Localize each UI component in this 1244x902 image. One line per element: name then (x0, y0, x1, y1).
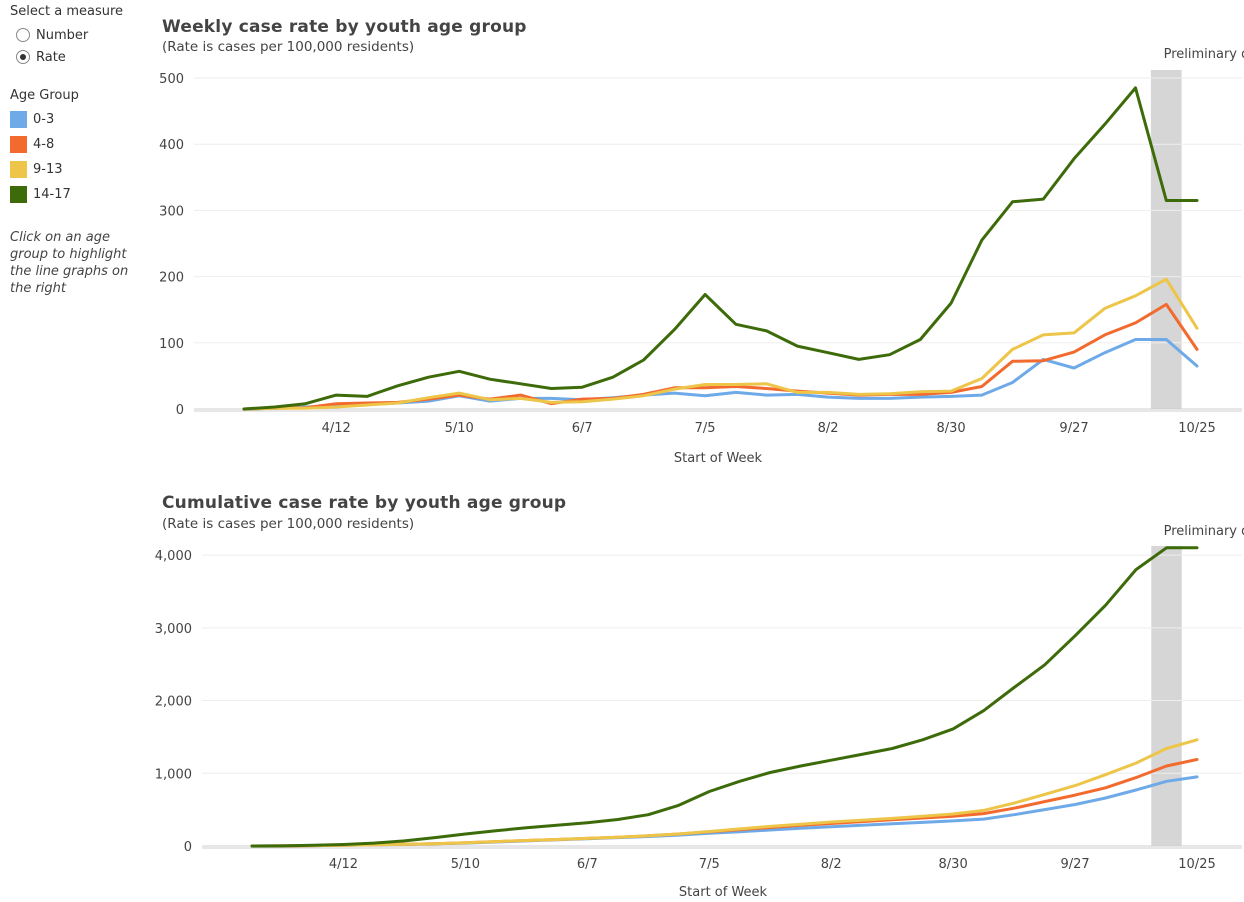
highlight-note: Click on an age group to highlight the l… (10, 230, 129, 296)
x-tick-label: 8/2 (821, 857, 842, 872)
x-tick-label: 6/7 (577, 857, 598, 872)
x-tick-label: 9/27 (1060, 857, 1089, 872)
radio-rate[interactable]: Rate (10, 46, 150, 68)
x-tick-label: 4/12 (322, 421, 351, 436)
x-tick-label: 8/30 (939, 857, 968, 872)
y-tick-label: 500 (159, 72, 184, 87)
preliminary-label: Preliminary data (1164, 47, 1244, 62)
x-tick-label: 8/2 (818, 421, 839, 436)
legend-item-0-3[interactable]: 0-3 (10, 107, 150, 132)
sidebar: Select a measure Number Rate Age Group 0… (10, 4, 150, 297)
y-tick-label: 200 (159, 271, 184, 286)
y-tick-label: 2,000 (155, 695, 192, 710)
x-tick-label: 8/30 (936, 421, 965, 436)
legend-label: 0-3 (33, 112, 55, 127)
weekly-chart-subtitle: (Rate is cases per 100,000 residents) (162, 39, 415, 55)
legend-swatch (10, 136, 27, 153)
series-line-14-17 (250, 546, 1199, 848)
legend-label: 9-13 (33, 162, 63, 177)
weekly-chart: Preliminary data 0 100 200 300 400 500 4/12 5/10… (159, 47, 1244, 466)
x-tick-label: 4/12 (329, 857, 358, 872)
x-tick-label: 10/25 (1178, 857, 1215, 872)
x-axis-label: Start of Week (679, 885, 768, 900)
age-group-legend: 0-3 4-8 9-13 14-17 (10, 107, 150, 207)
cumulative-chart-title: Cumulative case rate by youth age group (162, 493, 567, 513)
x-tick-label: 7/5 (695, 421, 716, 436)
legend-swatch (10, 186, 27, 203)
legend-label: 4-8 (33, 137, 55, 152)
series-line-14-17 (242, 86, 1199, 411)
x-tick-label: 10/25 (1178, 421, 1215, 436)
cumulative-chart-panel: Cumulative case rate by youth age group … (0, 472, 1244, 902)
radio-number-label: Number (36, 27, 89, 43)
radio-number-circle[interactable] (16, 28, 30, 42)
legend-swatch (10, 161, 27, 178)
legend-item-14-17[interactable]: 14-17 (10, 182, 150, 207)
y-tick-label: 400 (159, 138, 184, 153)
y-tick-label: 300 (159, 204, 184, 219)
x-tick-label: 9/27 (1059, 421, 1088, 436)
cumulative-chart-subtitle: (Rate is cases per 100,000 residents) (162, 516, 415, 532)
legend-item-9-13[interactable]: 9-13 (10, 157, 150, 182)
radio-rate-label: Rate (36, 49, 66, 65)
x-tick-label: 6/7 (572, 421, 593, 436)
preliminary-band (1150, 70, 1182, 409)
measure-label: Select a measure (10, 4, 124, 19)
y-tick-label: 100 (159, 337, 184, 352)
y-tick-label: 3,000 (155, 622, 192, 637)
radio-rate-circle[interactable] (16, 50, 30, 64)
y-tick-label: 0 (184, 840, 192, 855)
series-line-9-13 (242, 277, 1199, 411)
series-line-0-3 (242, 338, 1199, 411)
weekly-chart-panel: Weekly case rate by youth age group (Rat… (159, 17, 1244, 466)
series-line-9-13 (250, 738, 1199, 848)
preliminary-label: Preliminary data (1164, 524, 1244, 539)
age-group-label: Age Group (10, 88, 79, 103)
x-axis-label: Start of Week (674, 451, 763, 466)
x-tick-label: 5/10 (451, 857, 480, 872)
preliminary-band (1151, 546, 1182, 846)
x-tick-label: 5/10 (445, 421, 474, 436)
y-tick-label: 1,000 (155, 767, 192, 782)
x-tick-label: 7/5 (699, 857, 720, 872)
legend-label: 14-17 (33, 187, 71, 202)
y-tick-label: 4,000 (155, 549, 192, 564)
legend-item-4-8[interactable]: 4-8 (10, 132, 150, 157)
cumulative-chart: Preliminary data 0 1,000 2,000 3,000 4,000 4/1… (155, 524, 1244, 900)
radio-number[interactable]: Number (10, 24, 150, 46)
legend-swatch (10, 111, 27, 128)
weekly-chart-title: Weekly case rate by youth age group (162, 17, 527, 37)
y-tick-label: 0 (176, 403, 184, 418)
